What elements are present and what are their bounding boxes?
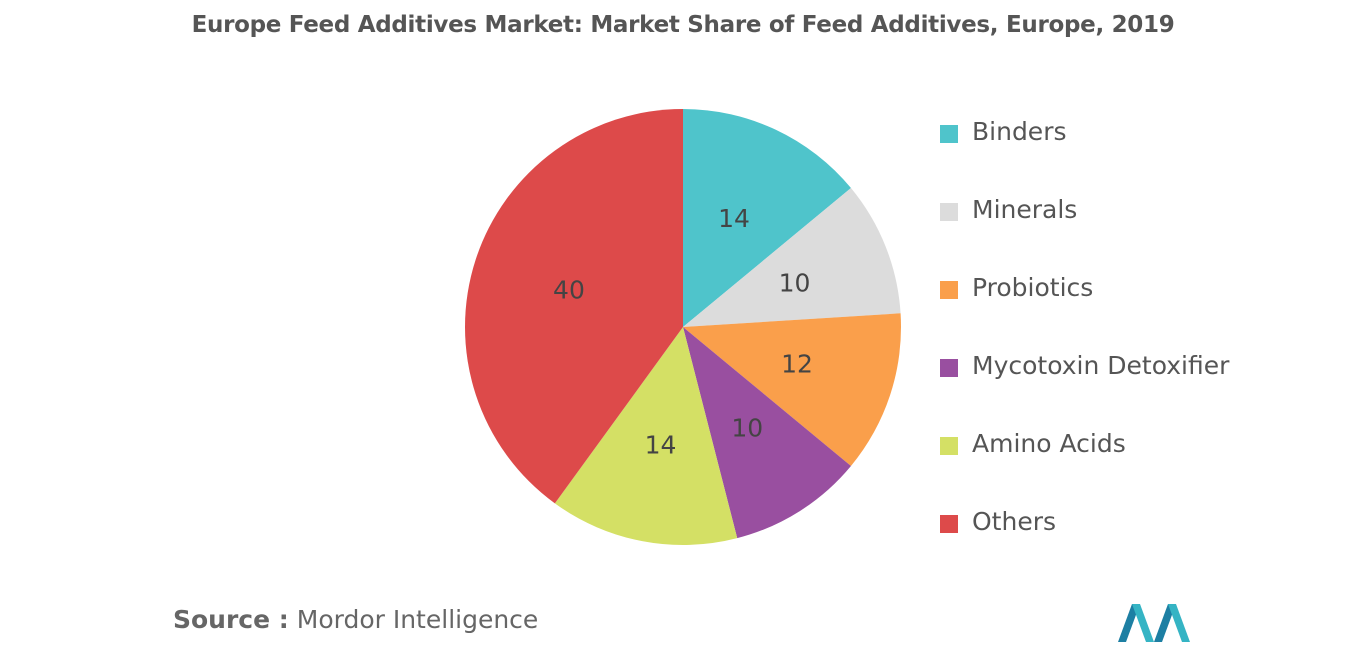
data-label-mycotoxin-detoxifier: 10 bbox=[731, 414, 763, 443]
legend-swatch-minerals bbox=[940, 203, 958, 221]
source-text: Mordor Intelligence bbox=[296, 605, 539, 634]
legend-item-probiotics: Probiotics bbox=[940, 268, 1360, 346]
legend-label-amino-acids: Amino Acids bbox=[972, 429, 1126, 458]
legend: Binders Minerals Probiotics Mycotoxin Detox… bbox=[940, 112, 1360, 580]
source-label: Source : bbox=[173, 605, 289, 634]
legend-swatch-binders bbox=[940, 125, 958, 143]
pie-slice-minerals bbox=[683, 188, 901, 327]
data-label-probiotics: 12 bbox=[781, 350, 813, 379]
legend-label-binders: Binders bbox=[972, 117, 1067, 146]
legend-item-binders: Binders bbox=[940, 112, 1360, 190]
pie-slice-others bbox=[465, 109, 683, 504]
legend-label-mycotoxin-detoxifier: Mycotoxin Detoxifier bbox=[972, 351, 1230, 380]
source-note: Source : Mordor Intelligence bbox=[173, 605, 538, 634]
legend-item-others: Others bbox=[940, 502, 1360, 580]
pie-slice-probiotics bbox=[683, 313, 901, 466]
data-label-minerals: 10 bbox=[779, 268, 811, 297]
legend-label-minerals: Minerals bbox=[972, 195, 1078, 224]
legend-swatch-others bbox=[940, 515, 958, 533]
data-label-binders: 14 bbox=[718, 204, 750, 233]
pie-slice-amino-acids bbox=[554, 327, 738, 545]
chart-title: Europe Feed Additives Market: Market Sha… bbox=[191, 12, 1175, 38]
legend-item-mycotoxin-detoxifier: Mycotoxin Detoxifier bbox=[940, 346, 1360, 424]
pie-slice-binders bbox=[683, 109, 851, 327]
mordor-intelligence-logo-icon bbox=[1118, 604, 1190, 642]
legend-item-minerals: Minerals bbox=[940, 190, 1360, 268]
legend-label-others: Others bbox=[972, 507, 1057, 536]
legend-item-amino-acids: Amino Acids bbox=[940, 424, 1360, 502]
data-label-amino-acids: 14 bbox=[645, 430, 677, 459]
legend-label-probiotics: Probiotics bbox=[972, 273, 1094, 302]
legend-swatch-probiotics bbox=[940, 281, 958, 299]
legend-swatch-mycotoxin-detoxifier bbox=[940, 359, 958, 377]
pie-slice-mycotoxin-detoxifier bbox=[683, 327, 851, 539]
data-label-others: 40 bbox=[553, 275, 585, 304]
legend-swatch-amino-acids bbox=[940, 437, 958, 455]
